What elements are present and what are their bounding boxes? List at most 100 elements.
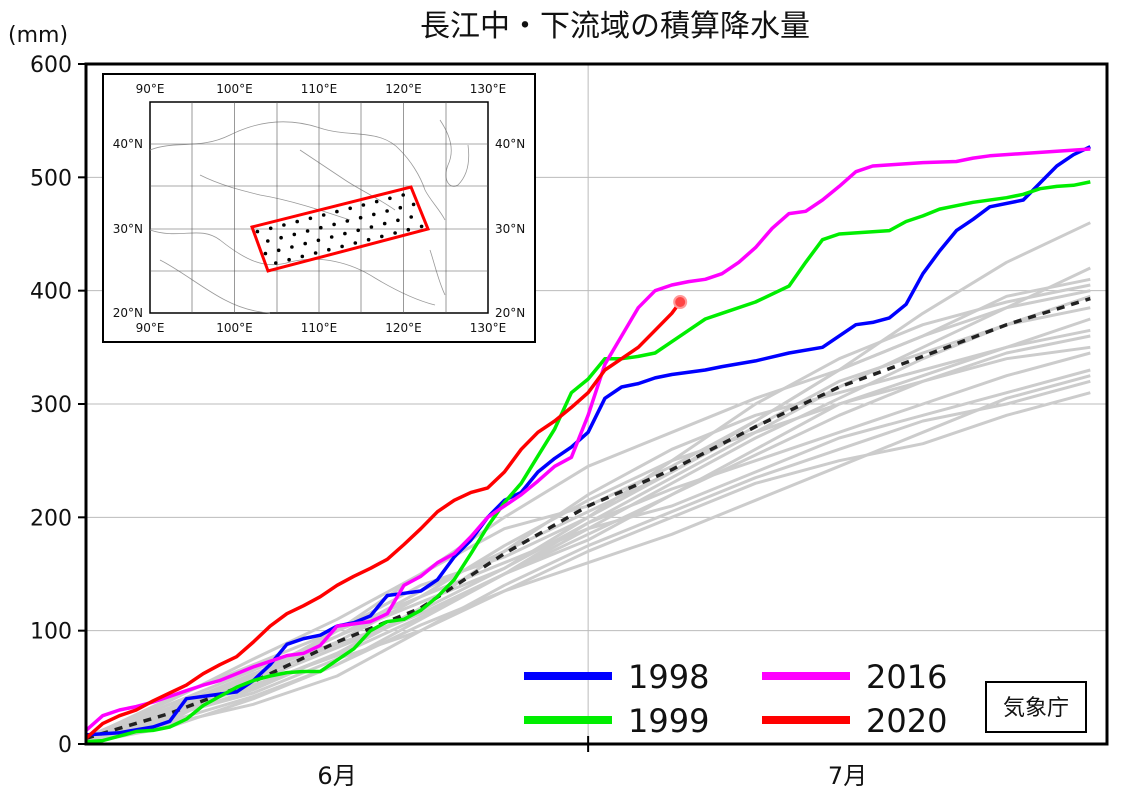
background-series-line xyxy=(85,334,1091,743)
station-dot xyxy=(292,232,297,237)
station-dot xyxy=(393,231,397,235)
yangtze-region-box xyxy=(250,185,431,273)
map-lon-label-top: 130°E xyxy=(470,82,507,96)
y-tick-label: 600 xyxy=(30,53,72,78)
station-dot xyxy=(268,226,273,231)
station-dot xyxy=(305,229,310,233)
station-dot xyxy=(380,234,384,239)
station-dot xyxy=(374,199,379,204)
station-dot xyxy=(300,254,305,259)
background-series-line xyxy=(85,277,1091,739)
x-axis-month-labels: 6月 7月 xyxy=(317,762,867,790)
map-lat-label-right: 30°N xyxy=(495,222,525,236)
x-month-label: 6月 xyxy=(317,762,356,790)
series-line-1998 xyxy=(85,145,1092,737)
map-lon-label-top: 120°E xyxy=(385,82,422,96)
station-dot xyxy=(345,219,350,223)
station-dot xyxy=(401,193,406,197)
station-dot xyxy=(282,223,286,227)
station-dot xyxy=(356,228,361,233)
map-lat-label-right: 20°N xyxy=(495,306,525,320)
station-dot xyxy=(396,218,400,223)
station-dot xyxy=(276,248,281,253)
station-dot xyxy=(319,225,323,230)
map-lat-label-left: 20°N xyxy=(113,306,143,320)
map-lon-label-bottom: 100°E xyxy=(216,321,253,335)
map-lon-label-bottom: 120°E xyxy=(385,321,422,335)
y-axis-ticks: 0 100 200 300 400 500 600 xyxy=(30,53,590,758)
station-dot xyxy=(385,209,389,213)
legend-label: 2020 xyxy=(866,702,947,740)
map-lat-label-left: 40°N xyxy=(113,137,143,151)
station-dot xyxy=(329,235,334,239)
inset-map-coastlines xyxy=(149,119,470,314)
station-dot xyxy=(406,227,411,232)
y-axis-unit-label: (mm) xyxy=(8,23,68,48)
station-dot xyxy=(313,251,318,255)
series-line-1999 xyxy=(85,180,1091,744)
station-dot xyxy=(332,222,336,227)
map-lon-label-bottom: 90°E xyxy=(136,321,165,335)
station-dot xyxy=(287,257,291,262)
legend-label: 2016 xyxy=(866,658,947,696)
legend-label: 1999 xyxy=(628,702,709,740)
y-tick-label: 500 xyxy=(30,166,72,191)
station-dot xyxy=(369,225,374,229)
map-lon-label-top: 90°E xyxy=(136,82,165,96)
station-dot xyxy=(398,205,403,210)
inset-map-labels: 90°E 100°E 110°E 120°E 130°E 90°E 100°E 110°E 12… xyxy=(113,82,526,335)
y-tick-label: 300 xyxy=(30,393,72,418)
station-dot xyxy=(340,244,344,249)
station-dot xyxy=(308,216,313,221)
station-dot xyxy=(279,235,283,240)
background-series-line xyxy=(85,379,1091,744)
station-dot xyxy=(411,202,416,207)
station-dot xyxy=(263,251,268,256)
background-series-line xyxy=(85,374,1091,744)
station-dot xyxy=(327,247,331,252)
station-dot xyxy=(255,229,260,234)
series-line-2016 xyxy=(84,147,1091,732)
y-tick-label: 100 xyxy=(30,620,72,645)
chart-title: 長江中・下流域の積算降水量 xyxy=(420,9,810,44)
background-series-line xyxy=(85,328,1091,743)
map-lon-label-bottom: 110°E xyxy=(301,321,338,335)
station-dot xyxy=(372,212,376,217)
y-tick-label: 200 xyxy=(30,506,72,531)
station-dot xyxy=(358,215,363,220)
station-dot xyxy=(382,221,387,226)
legend-label: 1998 xyxy=(628,658,709,696)
highlight-series-group xyxy=(84,145,1092,744)
station-dot xyxy=(316,238,321,243)
map-lat-label-right: 40°N xyxy=(495,137,525,151)
station-dot xyxy=(335,209,339,214)
background-series-line xyxy=(85,221,1091,744)
station-dot xyxy=(419,224,424,229)
map-lon-label-top: 100°E xyxy=(216,82,253,96)
station-points xyxy=(255,193,424,265)
station-dot xyxy=(361,203,366,207)
y-tick-label: 0 xyxy=(58,733,72,758)
y-tick-label: 400 xyxy=(30,280,72,305)
series-line-2020 xyxy=(84,300,682,740)
credit-box: 気象庁 xyxy=(985,681,1087,733)
station-dot xyxy=(274,261,278,265)
inset-map: 90°E 100°E 110°E 120°E 130°E 90°E 100°E 110°E 12… xyxy=(102,73,536,343)
inset-map-graticule xyxy=(150,102,488,313)
background-series-line xyxy=(85,391,1091,744)
legend: 1998 2016 1999 2020 xyxy=(524,658,947,740)
background-series-line xyxy=(85,317,1091,741)
station-dot xyxy=(366,237,371,242)
station-dot xyxy=(348,206,353,211)
map-lat-label-left: 30°N xyxy=(113,222,143,236)
x-month-label: 7月 xyxy=(828,762,867,790)
station-dot xyxy=(343,231,347,236)
plot-frame xyxy=(84,62,1109,746)
credit-label: 気象庁 xyxy=(1003,696,1069,721)
map-lon-label-top: 110°E xyxy=(301,82,338,96)
map-lon-label-bottom: 130°E xyxy=(470,321,507,335)
station-dot xyxy=(353,241,358,245)
series-end-marker-2020 xyxy=(673,295,688,309)
station-dot xyxy=(409,215,414,219)
